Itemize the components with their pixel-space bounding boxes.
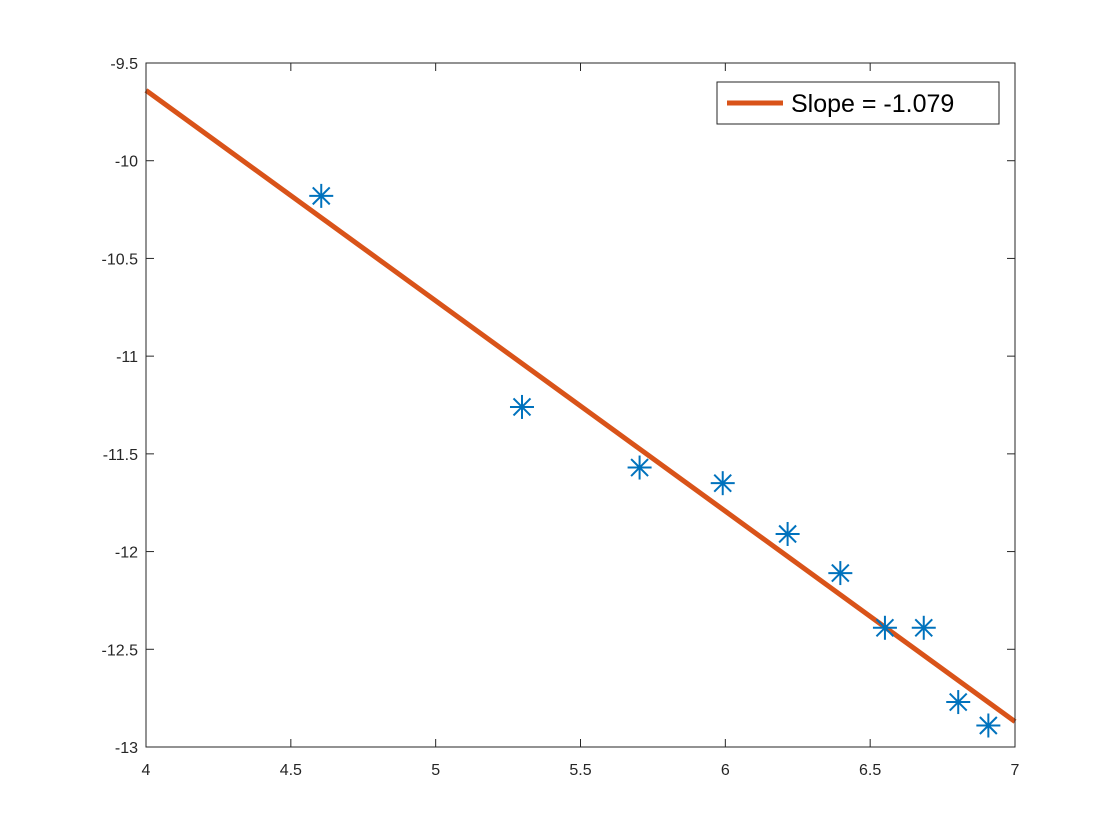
x-tick-label: 4 <box>142 762 151 779</box>
data-point-1 <box>309 183 334 208</box>
x-tick-label: 4.5 <box>280 762 302 779</box>
data-point-5 <box>775 521 800 546</box>
y-tick-label: -12 <box>115 545 138 562</box>
y-tick-label: -11.5 <box>103 447 138 464</box>
axes: 4 4.5 5 5.5 6 6.5 7 -9.5 -10 -10.5 -11 -11.5 -12 -12.… <box>102 56 1020 779</box>
data-point-4 <box>710 471 735 496</box>
y-tick-label: -12.5 <box>102 642 139 659</box>
y-tick-label: -13 <box>115 740 138 757</box>
y-tick-label: -9.5 <box>110 56 138 73</box>
x-tick-label: 6 <box>721 762 730 779</box>
data-point-2 <box>509 394 534 419</box>
data-point-8 <box>911 615 936 640</box>
y-tick-label: -10 <box>115 154 138 171</box>
legend-label: Slope = -1.079 <box>791 90 954 118</box>
fit-line <box>144 88 1017 724</box>
y-tick-label: -11 <box>116 349 138 366</box>
x-tick-label: 5 <box>431 762 440 779</box>
y-tick-label: -10.5 <box>102 251 139 268</box>
legend: Slope = -1.079 <box>716 81 1000 125</box>
x-tick-label: 6.5 <box>859 762 881 779</box>
data-point-6 <box>828 561 853 586</box>
x-tick-label: 7 <box>1011 762 1020 779</box>
data-point-10 <box>976 713 1001 738</box>
chart-marks <box>144 88 1017 738</box>
data-point-3 <box>627 455 652 480</box>
data-point-9 <box>946 690 971 715</box>
data-point-7 <box>872 615 897 640</box>
x-tick-label: 5.5 <box>569 762 591 779</box>
